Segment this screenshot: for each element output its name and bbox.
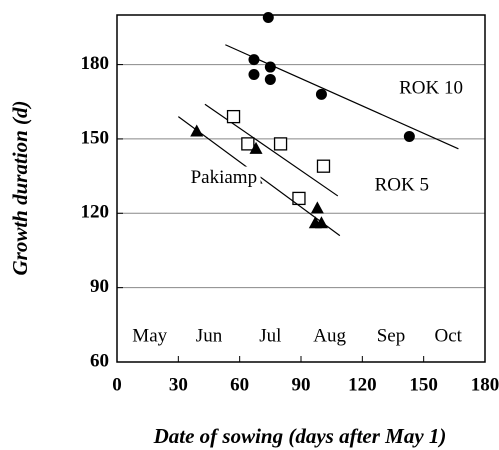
point	[262, 11, 274, 23]
month-label: Jul	[259, 326, 281, 347]
month-label: Sep	[377, 326, 406, 347]
series-label: ROK 5	[375, 174, 429, 195]
month-label: Jun	[196, 326, 223, 347]
y-tick-label: 60	[90, 350, 109, 371]
point	[316, 159, 331, 173]
point	[264, 61, 276, 73]
plot-frame	[116, 14, 486, 363]
point	[264, 73, 276, 85]
label-bg	[186, 166, 261, 191]
trend-line	[225, 44, 459, 150]
x-tick-label: 150	[409, 374, 438, 395]
y-tick-label: 180	[81, 53, 110, 74]
point	[403, 130, 415, 142]
point	[190, 124, 204, 137]
point	[292, 191, 306, 206]
point	[273, 137, 288, 151]
month-label: Aug	[313, 326, 346, 347]
point	[314, 216, 328, 229]
point	[241, 137, 255, 151]
x-tick-label: 120	[348, 374, 377, 395]
x-tick-label: 0	[112, 374, 122, 395]
point	[226, 109, 241, 124]
label-bg	[395, 77, 460, 102]
y-tick-label: 90	[90, 276, 109, 297]
label-bg	[370, 174, 425, 199]
point	[310, 201, 324, 214]
point	[315, 88, 327, 100]
point	[248, 54, 260, 66]
series-label: Pakiamp	[191, 167, 258, 188]
x-tick-label: 60	[230, 374, 249, 395]
y-tick-label: 150	[81, 127, 110, 148]
x-axis-label: Date of sowing (days after May 1)	[153, 424, 447, 448]
series-label: ROK 10	[399, 78, 463, 99]
x-tick-label: 90	[292, 374, 311, 395]
month-label: May	[132, 326, 167, 347]
y-tick-label: 120	[81, 202, 110, 223]
point	[248, 68, 260, 80]
month-label: Oct	[434, 326, 462, 347]
x-tick-label: 180	[471, 374, 499, 395]
y-axis-label: Growth duration (d)	[8, 100, 32, 275]
x-tick-label: 30	[169, 374, 188, 395]
point	[249, 141, 263, 154]
